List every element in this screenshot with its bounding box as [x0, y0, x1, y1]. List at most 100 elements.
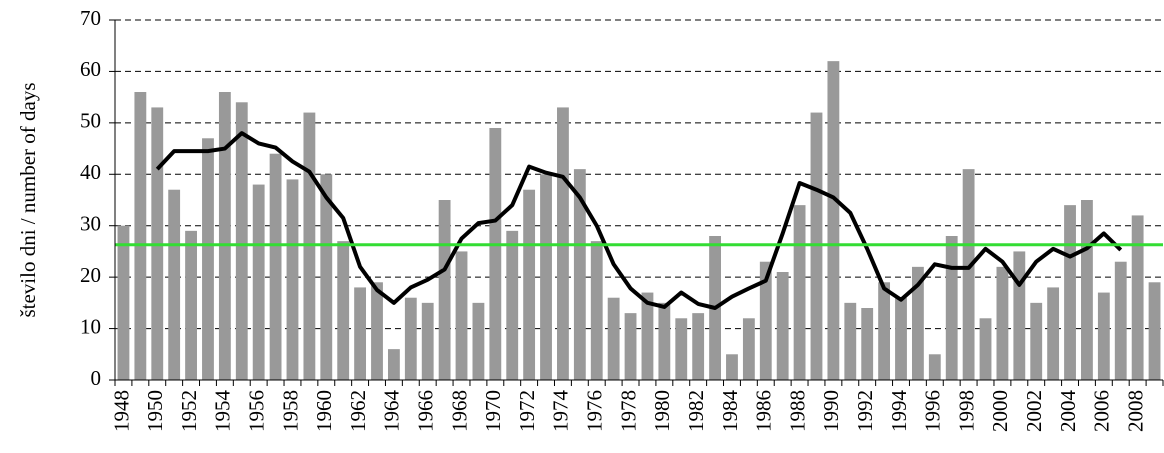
bar — [759, 261, 772, 380]
x-tick-label: 1984 — [718, 390, 742, 433]
x-tick-label: 1962 — [346, 390, 370, 432]
bar — [590, 241, 603, 380]
bar — [996, 266, 1009, 380]
bar — [878, 282, 891, 380]
bar — [218, 92, 231, 380]
x-tick-label: 2000 — [988, 390, 1012, 432]
bar — [371, 282, 383, 380]
x-tick-label: 1992 — [853, 390, 877, 432]
bar — [1148, 282, 1161, 380]
bar — [134, 92, 147, 380]
y-tick-label: 40 — [80, 160, 101, 184]
y-tick-label: 0 — [91, 366, 102, 390]
x-tick-label: 1996 — [921, 390, 945, 432]
bar — [523, 189, 536, 380]
x-tick-label: 1976 — [583, 390, 607, 432]
bar — [320, 174, 333, 380]
bar — [269, 153, 282, 380]
bar — [641, 292, 654, 380]
x-tick-label: 1994 — [887, 390, 911, 433]
bar — [387, 349, 400, 380]
x-tick-label: 1980 — [650, 390, 674, 432]
x-tick-label: 1954 — [211, 390, 235, 433]
x-tick-label: 1972 — [515, 390, 539, 432]
bar — [1047, 287, 1060, 380]
bar — [726, 354, 738, 380]
bar — [117, 225, 130, 380]
x-tick-label: 2006 — [1090, 390, 1114, 432]
x-tick-label: 1948 — [109, 390, 133, 432]
bar — [421, 302, 434, 380]
bar — [675, 318, 688, 380]
bar — [472, 302, 485, 380]
bar — [540, 174, 552, 380]
bar — [861, 308, 874, 380]
bar — [962, 169, 975, 380]
x-tick-label: 1964 — [380, 390, 404, 433]
bar — [573, 169, 586, 380]
x-tick-label: 2008 — [1123, 390, 1147, 432]
bar — [742, 318, 755, 380]
bar — [895, 297, 907, 380]
bar — [1131, 215, 1144, 380]
bar — [928, 354, 941, 380]
x-tick-label: 1958 — [278, 390, 302, 432]
bar — [252, 184, 265, 380]
x-tick-label: 2004 — [1056, 390, 1080, 433]
line — [155, 131, 1123, 310]
y-tick-label: 60 — [80, 57, 101, 81]
bar — [844, 302, 857, 380]
bar — [438, 200, 451, 380]
bar — [354, 287, 367, 380]
bar — [810, 112, 823, 381]
bar — [455, 251, 468, 380]
bar — [168, 189, 181, 380]
bar — [506, 230, 519, 380]
y-tick-label: 70 — [80, 6, 101, 30]
x-tick-label: 1970 — [481, 390, 505, 432]
x-tick-label: 1968 — [447, 390, 471, 432]
bar — [235, 102, 248, 381]
bar — [776, 272, 789, 380]
bar — [945, 236, 958, 380]
y-tick-label: 20 — [80, 263, 101, 287]
bar — [202, 138, 214, 380]
bar — [624, 313, 637, 380]
x-tick-label: 1986 — [752, 390, 776, 432]
x-tick-label: 1982 — [684, 390, 708, 432]
bar — [337, 241, 350, 380]
bar — [1013, 251, 1026, 380]
x-tick-label: 1966 — [414, 390, 438, 432]
x-tick-label: 1960 — [312, 390, 336, 432]
x-tick-label: 2002 — [1022, 390, 1046, 432]
bar — [489, 128, 502, 380]
x-tick-label: 1990 — [819, 390, 843, 432]
y-tick-label: 30 — [80, 212, 101, 236]
y-axis-label: število dni / number of days — [16, 82, 40, 317]
bar — [911, 266, 924, 380]
x-tick-label: 1952 — [177, 390, 201, 432]
x-tick-label: 1950 — [143, 390, 167, 432]
y-tick-label: 50 — [80, 109, 101, 133]
bar — [303, 112, 316, 381]
bar — [827, 61, 840, 381]
bar — [1081, 200, 1093, 380]
x-tick-label: 1998 — [954, 390, 978, 432]
bar — [607, 297, 620, 380]
bar — [658, 302, 671, 380]
bar — [1064, 205, 1076, 380]
bar — [692, 313, 705, 380]
x-tick-label: 1974 — [549, 390, 573, 433]
bar — [979, 318, 992, 380]
y-tick-label: 10 — [80, 314, 101, 338]
bar — [1114, 261, 1127, 380]
x-tick-label: 1956 — [244, 390, 268, 432]
bar — [793, 205, 806, 380]
bar — [1030, 302, 1043, 380]
bar — [404, 297, 417, 380]
x-tick-label: 1978 — [616, 390, 640, 432]
bar — [286, 179, 299, 380]
bar — [1097, 292, 1110, 380]
x-tick-label: 1988 — [785, 390, 809, 432]
bar — [185, 230, 197, 380]
